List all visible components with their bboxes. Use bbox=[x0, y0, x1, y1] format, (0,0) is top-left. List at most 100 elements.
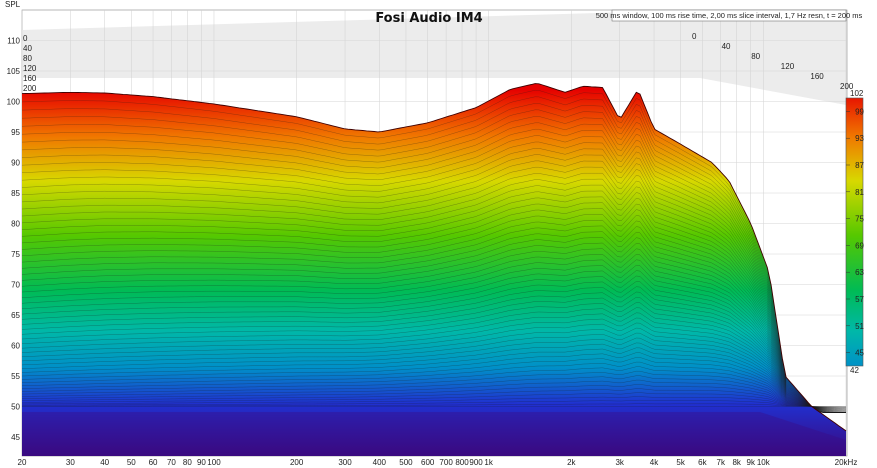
time-axis-label: 160 bbox=[810, 72, 824, 81]
decay-slice-line bbox=[22, 366, 847, 411]
decay-slice-line bbox=[22, 286, 846, 413]
info-box bbox=[611, 9, 847, 22]
decay-slice-line bbox=[22, 154, 846, 413]
decay-slice-line bbox=[22, 242, 846, 413]
y-tick-label: 75 bbox=[11, 250, 20, 259]
x-tick-label: 30 bbox=[66, 458, 75, 467]
time-axis-label-left: 200 bbox=[23, 84, 37, 93]
decay-slice-line bbox=[22, 297, 846, 413]
time-axis-label: 200 bbox=[840, 82, 854, 91]
decay-slice-line bbox=[22, 337, 847, 413]
x-tick-label: 5k bbox=[676, 458, 685, 467]
time-axis-label-left: 40 bbox=[23, 44, 32, 53]
y-tick-label: 95 bbox=[11, 128, 20, 137]
time-axis-label-left: 0 bbox=[23, 34, 28, 43]
y-tick-label: 65 bbox=[11, 311, 20, 320]
decay-slice-line bbox=[22, 225, 846, 413]
x-tick-label: 100 bbox=[207, 458, 221, 467]
colorbar-tick-label: 57 bbox=[855, 295, 864, 304]
x-tick-label: 800 bbox=[455, 458, 469, 467]
decay-slice-line bbox=[22, 332, 846, 413]
decay-slice-line bbox=[22, 160, 846, 413]
x-axis-ticks: 20 30 40 50 60 70 80 90 100 200 300 400 500 600 700 800… bbox=[18, 458, 858, 467]
decay-slice-line bbox=[22, 237, 846, 413]
time-axis-label: 40 bbox=[722, 42, 731, 51]
decay-slice-line bbox=[22, 275, 846, 413]
decay-slice-line bbox=[22, 312, 846, 413]
y-tick-label: 90 bbox=[11, 159, 20, 168]
decay-slice-line bbox=[22, 361, 847, 412]
front-slice-line bbox=[22, 83, 847, 432]
decay-slice-line bbox=[22, 90, 846, 413]
time-axis-label-left: 120 bbox=[23, 64, 37, 73]
decay-slice-line bbox=[22, 357, 847, 412]
decay-slice-line bbox=[22, 96, 846, 413]
colorbar-tick-label: 81 bbox=[855, 188, 864, 197]
x-tick-label: 70 bbox=[167, 458, 176, 467]
decay-slice-line bbox=[22, 392, 847, 409]
decay-slice-line bbox=[22, 342, 847, 413]
y-axis-ticks: 45 50 55 60 65 70 75 80 85 90 95 100 105 110 bbox=[7, 37, 21, 443]
decay-slice-line bbox=[22, 122, 846, 413]
measurement-info: 500 ms window, 100 ms rise time, 2,00 ms… bbox=[596, 11, 863, 20]
y-tick-label: 55 bbox=[11, 372, 20, 381]
decay-slice-line bbox=[22, 129, 846, 413]
decay-slice-line bbox=[22, 322, 846, 413]
decay-slice-line bbox=[22, 184, 846, 413]
colorbar-tick-label: 87 bbox=[855, 161, 864, 170]
colorbar-tick-label: 51 bbox=[855, 322, 864, 331]
y-tick-label: 70 bbox=[11, 281, 20, 290]
noise-floor bbox=[22, 412, 846, 456]
x-tick-label: 20 bbox=[18, 458, 27, 467]
colorbar bbox=[845, 97, 864, 367]
chart-title: Fosi Audio IM4 bbox=[375, 11, 482, 26]
decay-slice-line bbox=[22, 214, 846, 413]
decay-slice-line bbox=[22, 302, 846, 413]
decay-slice-line bbox=[22, 379, 847, 410]
decay-slice-line bbox=[22, 103, 846, 413]
y-tick-label: 50 bbox=[11, 403, 20, 412]
decay-slice-line bbox=[22, 190, 846, 413]
decay-slice-line bbox=[22, 307, 846, 413]
x-tick-label: 7k bbox=[717, 458, 726, 467]
decay-slice-line bbox=[22, 220, 846, 413]
decay-slice-line bbox=[22, 231, 846, 413]
x-tick-label: 3k bbox=[615, 458, 624, 467]
decay-slice-line bbox=[22, 141, 846, 413]
x-tick-label: 40 bbox=[100, 458, 109, 467]
colorbar-min-label: 42 bbox=[850, 366, 859, 375]
time-axis-label: 80 bbox=[751, 52, 760, 61]
colorbar-tick-label: 45 bbox=[855, 349, 864, 358]
colorbar-tick-label: 69 bbox=[855, 241, 864, 250]
decay-slice-line bbox=[22, 259, 846, 413]
decay-slice-line bbox=[22, 166, 846, 413]
x-tick-label: 500 bbox=[399, 458, 413, 467]
colorbar-ticks: 45 51 57 63 69 75 81 87 93 99 bbox=[846, 107, 865, 358]
y-tick-label: 105 bbox=[7, 67, 21, 76]
x-tick-label: 1k bbox=[484, 458, 493, 467]
x-tick-label: 60 bbox=[149, 458, 158, 467]
decay-slice-line bbox=[22, 202, 846, 413]
colorbar-tick-label: 93 bbox=[855, 134, 864, 143]
x-tick-label: 6k bbox=[698, 458, 707, 467]
y-tick-label: 80 bbox=[11, 220, 20, 229]
decay-slice-line bbox=[22, 317, 846, 413]
decay-slice-line bbox=[22, 396, 847, 408]
y-tick-label: 110 bbox=[7, 37, 20, 46]
decay-slice-line bbox=[22, 403, 846, 408]
decay-slice-line bbox=[22, 384, 847, 410]
x-tick-label: 50 bbox=[127, 458, 136, 467]
y-tick-label: 45 bbox=[11, 433, 20, 442]
y-tick-label: 85 bbox=[11, 189, 20, 198]
x-tick-label: 2k bbox=[567, 458, 576, 467]
decay-slice-line bbox=[22, 178, 846, 413]
colorbar-tick-label: 63 bbox=[855, 268, 864, 277]
x-tick-label: 20kHz bbox=[835, 458, 858, 467]
decay-slice-line bbox=[22, 388, 847, 409]
x-tick-label: 8k bbox=[732, 458, 741, 467]
colorbar-tick-label: 99 bbox=[855, 107, 864, 116]
decay-slice-line bbox=[22, 135, 846, 413]
